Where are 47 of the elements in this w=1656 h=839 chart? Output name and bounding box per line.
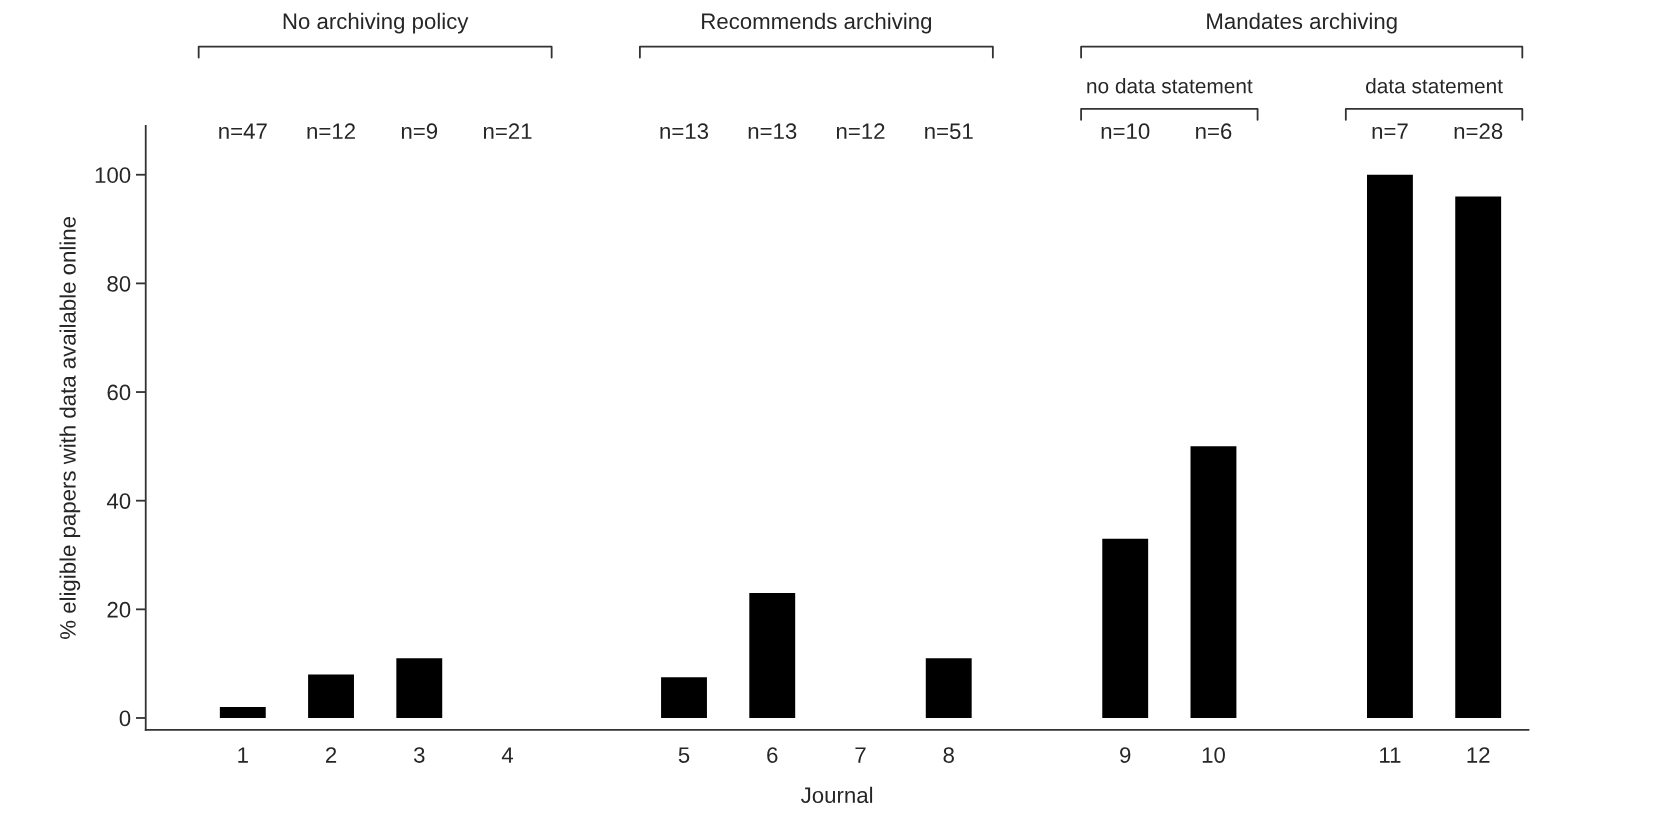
x-tick-label: 3 <box>413 747 425 763</box>
x-tick-label: 7 <box>855 747 866 763</box>
y-tick-label: 60 <box>107 384 131 401</box>
x-tick-label: 12 <box>1467 747 1490 763</box>
annotation: n=12 <box>836 123 885 139</box>
text: Recommends archiving <box>702 12 932 34</box>
x-axis-title: Journal <box>801 786 873 804</box>
annotation: n=13 <box>748 123 797 140</box>
annotation: n=28 <box>1454 123 1503 140</box>
y-tick-label: 40 <box>106 493 131 509</box>
y-axis-title: % eligible papers with data available online <box>59 217 81 639</box>
annotation: n=12 <box>307 123 355 139</box>
x-tick-label: 1 <box>238 747 248 763</box>
y-tick-label: 80 <box>107 275 131 292</box>
annotation: n=47 <box>219 123 267 139</box>
annotation: n=21 <box>483 123 532 139</box>
annotation: n=10 <box>1101 123 1150 140</box>
annotation: n=9 <box>401 123 438 140</box>
annotation: n=7 <box>1372 123 1408 139</box>
bar <box>925 658 972 718</box>
y-tick-label: 0 <box>119 710 131 727</box>
x-tick-label: 6 <box>767 747 778 763</box>
bar <box>219 707 266 718</box>
annotation: n=51 <box>925 123 973 140</box>
bar <box>1367 174 1413 718</box>
x-tick-label: 9 <box>1120 747 1131 763</box>
x-tick-label: 2 <box>325 747 337 763</box>
bar <box>308 674 354 718</box>
text: no data statement <box>1087 78 1253 94</box>
x-tick-label: 4 <box>501 747 514 763</box>
x-tick-label: 10 <box>1202 747 1225 763</box>
x-tick-label: 11 <box>1380 747 1401 763</box>
x-tick-label: 8 <box>943 747 954 763</box>
text: No archiving policy <box>283 12 469 34</box>
annotation: n=6 <box>1196 123 1232 140</box>
text: data statement <box>1366 78 1503 94</box>
bar <box>396 658 443 718</box>
text: Mandates archiving <box>1207 12 1397 34</box>
bar <box>1455 196 1502 718</box>
bar <box>749 593 796 718</box>
annotation: n=13 <box>660 123 709 140</box>
bar <box>1102 538 1149 718</box>
bar <box>1190 446 1237 718</box>
y-tick-label: 20 <box>107 601 131 618</box>
y-tick-label: 100 <box>95 167 131 184</box>
bar <box>661 677 707 718</box>
x-tick-label: 5 <box>678 747 690 763</box>
